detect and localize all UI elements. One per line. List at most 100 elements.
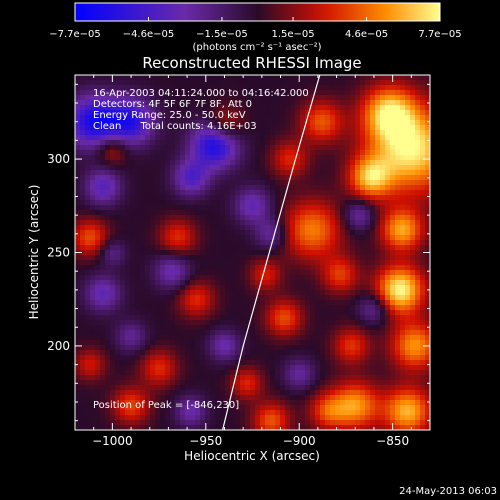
heatmap-cell: [415, 170, 421, 176]
heatmap-cell: [240, 105, 246, 111]
heatmap-cell: [160, 160, 166, 166]
heatmap-cell: [270, 330, 276, 336]
heatmap-cell: [235, 265, 241, 271]
heatmap-cell: [325, 315, 331, 321]
heatmap-cell: [330, 230, 336, 236]
heatmap-cell: [415, 225, 421, 231]
heatmap-cell: [195, 355, 201, 361]
heatmap-cell: [375, 165, 381, 171]
heatmap-cell: [400, 290, 406, 296]
heatmap-cell: [85, 295, 91, 301]
heatmap-cell: [155, 285, 161, 291]
heatmap-cell: [380, 195, 386, 201]
heatmap-cell: [190, 165, 196, 171]
heatmap-cell: [150, 255, 156, 261]
heatmap-cell: [205, 250, 211, 256]
heatmap-cell: [290, 220, 296, 226]
heatmap-cell: [100, 80, 106, 86]
heatmap-cell: [190, 215, 196, 221]
heatmap-cell: [250, 345, 256, 351]
heatmap-cell: [135, 405, 141, 411]
heatmap-cell: [280, 370, 286, 376]
heatmap-cell: [215, 385, 221, 391]
heatmap-cell: [235, 405, 241, 411]
heatmap-cell: [375, 420, 381, 426]
heatmap-cell: [335, 185, 341, 191]
heatmap-cell: [350, 155, 356, 161]
heatmap-cell: [260, 295, 266, 301]
heatmap-cell: [85, 120, 91, 126]
heatmap-cell: [335, 95, 341, 101]
heatmap-cell: [280, 385, 286, 391]
heatmap-cell: [235, 110, 241, 116]
heatmap-cell: [135, 350, 141, 356]
heatmap-cell: [310, 135, 316, 141]
heatmap-cell: [95, 170, 101, 176]
heatmap-cell: [385, 400, 391, 406]
heatmap-cell: [140, 235, 146, 241]
heatmap-cell: [390, 305, 396, 311]
heatmap-cell: [420, 90, 426, 96]
heatmap-cell: [370, 380, 376, 386]
heatmap-cell: [265, 170, 271, 176]
heatmap-cell: [355, 420, 361, 426]
heatmap-cell: [270, 220, 276, 226]
heatmap-cell: [305, 160, 311, 166]
heatmap-cell: [125, 285, 131, 291]
heatmap-cell: [215, 110, 221, 116]
heatmap-cell: [100, 190, 106, 196]
heatmap-cell: [105, 370, 111, 376]
heatmap-cell: [165, 175, 171, 181]
heatmap-cell: [100, 145, 106, 151]
heatmap-cell: [130, 250, 136, 256]
heatmap-cell: [345, 135, 351, 141]
heatmap-cell: [265, 270, 271, 276]
heatmap-cell: [230, 240, 236, 246]
heatmap-cell: [410, 190, 416, 196]
heatmap-cell: [245, 185, 251, 191]
heatmap-cell: [350, 365, 356, 371]
heatmap-cell: [80, 235, 86, 241]
heatmap-cell: [210, 340, 216, 346]
heatmap-cell: [190, 335, 196, 341]
heatmap-cell: [165, 395, 171, 401]
heatmap-cell: [415, 360, 421, 366]
heatmap-cell: [315, 320, 321, 326]
heatmap-cell: [215, 290, 221, 296]
heatmap-cell: [130, 325, 136, 331]
heatmap-cell: [345, 285, 351, 291]
heatmap-cell: [135, 375, 141, 381]
heatmap-cell: [120, 190, 126, 196]
heatmap-cell: [75, 225, 81, 231]
heatmap-cell: [340, 130, 346, 136]
heatmap-cell: [285, 405, 291, 411]
heatmap-cell: [405, 410, 411, 416]
heatmap-cell: [370, 105, 376, 111]
heatmap-cell: [400, 390, 406, 396]
heatmap-cell: [350, 395, 356, 401]
heatmap-cell: [85, 205, 91, 211]
heatmap-cell: [405, 175, 411, 181]
heatmap-cell: [280, 415, 286, 421]
heatmap-cell: [375, 290, 381, 296]
heatmap-cell: [255, 190, 261, 196]
heatmap-cell: [260, 420, 266, 426]
heatmap-cell: [420, 175, 426, 181]
heatmap-cell: [275, 415, 281, 421]
heatmap-cell: [120, 215, 126, 221]
heatmap-cell: [280, 120, 286, 126]
heatmap-cell: [105, 275, 111, 281]
heatmap-cell: [265, 330, 271, 336]
heatmap-cell: [115, 140, 121, 146]
heatmap-cell: [105, 135, 111, 141]
heatmap-cell: [180, 160, 186, 166]
heatmap-cell: [220, 225, 226, 231]
heatmap-cell: [115, 350, 121, 356]
heatmap-cell: [330, 260, 336, 266]
heatmap-cell: [190, 235, 196, 241]
heatmap-cell: [295, 85, 301, 91]
heatmap-cell: [210, 235, 216, 241]
heatmap-cell: [280, 310, 286, 316]
heatmap-cell: [285, 80, 291, 86]
heatmap-cell: [380, 140, 386, 146]
